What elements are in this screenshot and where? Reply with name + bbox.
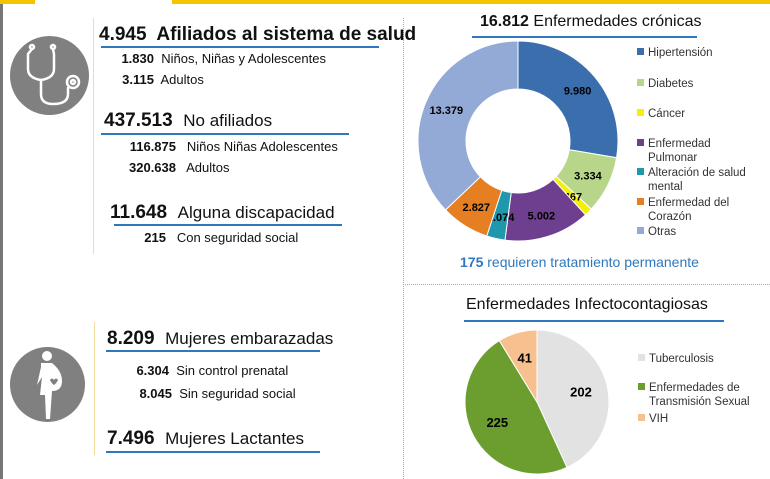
stat-row: 6.304 Sin control prenatal [136,363,289,378]
legend-swatch [637,198,644,205]
legend-label: Corazón [648,211,692,223]
legend-item: Otras [637,225,676,239]
data-label: 225 [486,415,508,430]
legend-label: Cáncer [648,108,686,120]
legend-label: VIH [649,413,669,425]
data-label: 41 [518,351,532,366]
legend-item: Hipertensión [637,46,713,60]
legend-label: mental [648,181,683,193]
underline [101,46,379,48]
infecto-legend: Tuberculosis Enfermedades de Transmisión S… [638,352,770,442]
chronic-chart-title: 16.812 Enfermedades crónicas [480,13,702,30]
top-accent-bar [172,0,770,4]
stat-row: 8.045 Sin seguridad social [139,386,296,401]
slice-enfermedades-de-transmisi-n-sexual [464,339,568,475]
legend-label: Alteración de salud [648,167,746,179]
stethoscope-icon [10,36,89,115]
legend-swatch [637,79,644,86]
legend-swatch [637,168,644,175]
legend-swatch [637,227,644,234]
legend-swatch [637,48,644,55]
divider [93,18,94,254]
slice-vih [498,329,538,404]
not-affiliated-heading: 437.513 No afiliados [104,110,273,131]
slice-hipertensi-n [517,40,619,159]
affiliated-heading: 4.945 Afiliados al sistema de salud [99,24,416,46]
legend-item: Diabetes [637,77,693,91]
underline [464,320,724,322]
legend-label: Enfermedades de [649,382,740,394]
legend-swatch [637,139,644,146]
legend-swatch [638,414,645,421]
data-label: 3.334 [574,171,602,183]
divider [405,284,770,285]
underline [106,350,320,352]
legend-label: Enfermedad del [648,197,730,209]
legend-label: Pulmonar [648,152,698,164]
chronic-legend: Hipertensión Diabetes Cáncer Enfermedad Pulm… [637,46,770,246]
legend-item: Enfermedad del Corazón [637,196,729,224]
data-label: 202 [570,384,592,399]
affiliated-label: Afiliados al sistema de salud [156,24,417,45]
legend-swatch [638,354,645,361]
infecto-chart-title: Enfermedades Infectocontagiosas [466,296,708,313]
legend-item: Alteración de salud mental [637,166,746,194]
legend-item: VIH [638,412,668,426]
data-label: 2.827 [463,202,491,214]
stat-row: 3.115 Adultos [122,72,204,87]
legend-item: Cáncer [637,107,685,121]
legend-swatch [637,109,644,116]
legend-label: Transmisión Sexual [649,396,750,408]
legend-label: Hipertensión [648,47,713,59]
underline [114,224,342,226]
legend-label: Enfermedad [648,138,711,150]
data-label: 9.980 [564,86,592,98]
chronic-footnote: 175 requieren tratamiento permanente [460,254,699,270]
legend-item: Enfermedades de Transmisión Sexual [638,381,750,409]
infecto-pie-chart: 202 225 41 [464,329,610,475]
slice-tuberculosis [536,329,610,469]
underline [106,451,320,453]
lactating-heading: 7.496 Mujeres Lactantes [107,428,305,449]
disability-heading: 11.648 Alguna discapacidad [110,202,335,223]
top-accent-bar [0,0,35,4]
pregnant-heading: 8.209 Mujeres embarazadas [107,328,334,349]
underline [472,36,697,38]
stat-row: 116.875 Niños Niñas Adolescentes [129,139,338,154]
stat-row: 1.830 Niños, Niñas y Adolescentes [121,51,326,66]
data-label: 13.379 [429,105,463,117]
pregnant-woman-icon [10,347,85,422]
legend-swatch [638,383,645,390]
data-label: 5.002 [528,210,556,222]
legend-label: Tuberculosis [649,353,714,365]
affiliated-total: 4.945 [99,24,147,45]
legend-label: Diabetes [648,78,694,90]
legend-item: Tuberculosis [638,352,714,366]
left-border [0,0,3,479]
divider [94,322,95,455]
legend-item: Enfermedad Pulmonar [637,137,711,165]
underline [101,133,349,135]
legend-label: Otras [648,226,677,238]
divider [403,18,404,479]
stat-row: 320.638 Adultos [129,160,230,175]
slice-otras [417,40,519,211]
stat-row: 215 Con seguridad social [144,230,299,245]
